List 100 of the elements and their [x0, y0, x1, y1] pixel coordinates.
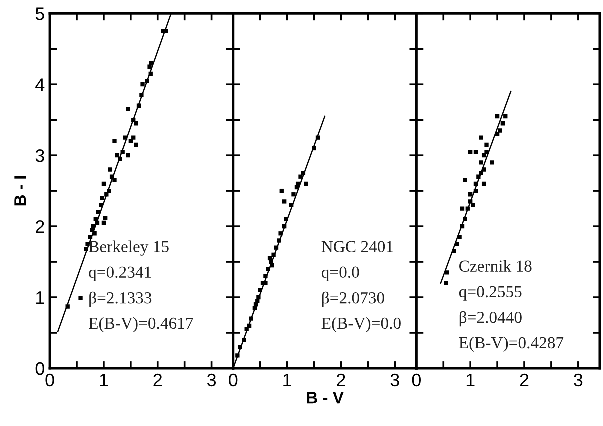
annotation: E(B-V)=0.4287 [459, 336, 564, 352]
point [290, 203, 294, 208]
point [484, 142, 489, 148]
x-tick-label: 3 [574, 374, 583, 387]
point [96, 210, 101, 214]
annotation: E(B-V)=0.0 [322, 317, 401, 333]
point [504, 114, 508, 119]
point [102, 220, 106, 226]
point [484, 150, 489, 154]
x-tick-label: 2 [520, 374, 529, 386]
point [498, 128, 502, 133]
point [78, 296, 83, 300]
point [112, 139, 117, 144]
point [298, 174, 303, 179]
x-tick-label: 3 [390, 374, 400, 387]
point [149, 61, 154, 66]
annotation: Berkeley 15 [89, 240, 169, 256]
x-tick-label: 1 [100, 374, 108, 386]
point [452, 249, 456, 254]
point [236, 354, 240, 358]
point [92, 232, 97, 236]
point [282, 200, 287, 204]
point [120, 150, 125, 154]
point [238, 345, 242, 350]
point [479, 136, 484, 140]
point [277, 238, 282, 243]
x-tick-label: 0 [229, 374, 238, 387]
point [242, 338, 246, 342]
point [468, 200, 473, 204]
point [455, 242, 460, 246]
point [104, 216, 108, 220]
point [482, 168, 486, 172]
point [500, 122, 506, 126]
point [479, 160, 484, 165]
point [270, 263, 274, 268]
y-axis-title: B - I [14, 176, 26, 206]
point [474, 188, 478, 194]
point [468, 150, 473, 154]
annotation: β=2.0440 [460, 311, 522, 327]
x-tick-label: 2 [337, 374, 346, 386]
point [100, 196, 104, 200]
annotation: β=2.0730 [322, 292, 384, 308]
point [99, 203, 104, 208]
point [444, 281, 448, 286]
point [254, 302, 258, 307]
point [249, 316, 254, 321]
point [278, 232, 283, 236]
point [266, 267, 270, 272]
point [112, 178, 117, 182]
point [445, 270, 450, 275]
point [282, 224, 287, 229]
point [316, 136, 320, 140]
point [134, 142, 138, 148]
annotation: Czernik 18 [460, 260, 532, 272]
point [136, 104, 142, 108]
point [296, 182, 300, 186]
point [272, 252, 276, 258]
annotation: q=0.2555 [459, 286, 522, 301]
x-tick-label: 1 [466, 374, 475, 386]
point [107, 188, 112, 194]
point [258, 288, 262, 293]
point [95, 220, 100, 226]
point [108, 168, 113, 172]
point [256, 295, 261, 300]
point [482, 182, 486, 186]
y-tick-label: 1 [36, 292, 44, 304]
point [134, 122, 138, 126]
point [312, 146, 316, 151]
annotation: NGC 2401 [322, 241, 394, 252]
point [458, 235, 462, 240]
annotation: q=0.0 [322, 266, 360, 282]
point [132, 136, 136, 140]
point [140, 93, 144, 98]
point [88, 235, 93, 240]
point [495, 132, 500, 136]
annotation: E(B-V)=0.4617 [89, 317, 194, 333]
point [292, 192, 296, 197]
point [284, 217, 288, 222]
x-tick-label: 0 [412, 374, 421, 387]
point [140, 82, 145, 87]
point [471, 203, 476, 208]
x-tick-label: 0 [46, 374, 54, 387]
point [463, 178, 468, 182]
point [474, 150, 478, 154]
y-tick-label: 4 [36, 78, 45, 92]
point [474, 182, 478, 186]
y-tick-label: 3 [36, 150, 44, 162]
point [102, 182, 106, 186]
y-tick-label: 0 [36, 362, 44, 376]
point [304, 182, 308, 186]
point [479, 171, 484, 176]
annotation: q=0.2341 [89, 266, 152, 282]
point [247, 324, 252, 328]
point [460, 224, 465, 229]
point [268, 256, 272, 261]
point [301, 171, 306, 176]
annotation: β=2.1333 [90, 292, 152, 308]
point [84, 247, 88, 252]
point [495, 114, 500, 119]
point [148, 72, 153, 76]
